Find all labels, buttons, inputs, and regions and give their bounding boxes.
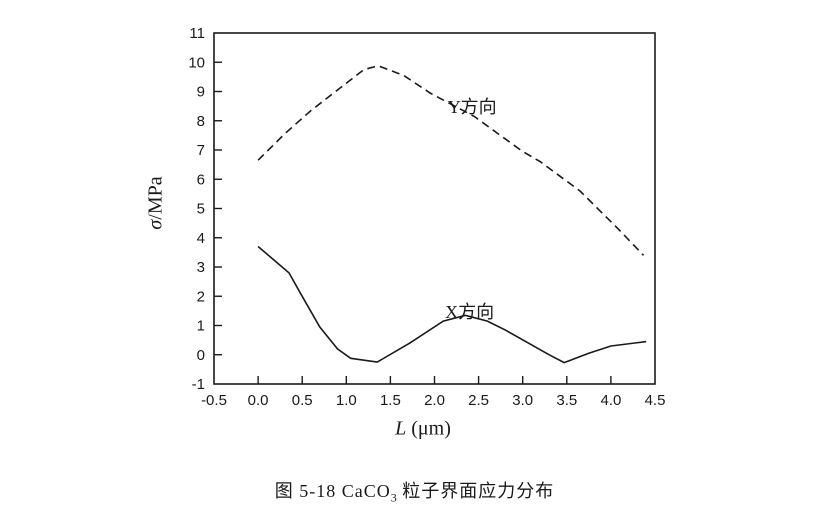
y-tick-label: 11 bbox=[189, 25, 205, 42]
y-tick-label: 1 bbox=[197, 318, 205, 335]
y-tick-label: 8 bbox=[197, 113, 205, 130]
y-tick-label: 9 bbox=[197, 84, 205, 101]
x-tick-label: 2.0 bbox=[424, 392, 445, 409]
y-tick-label: 3 bbox=[197, 259, 205, 276]
x-tick-label: 1.5 bbox=[380, 392, 401, 409]
x-tick-label: 3.5 bbox=[556, 392, 577, 409]
x-tick-label: 4.0 bbox=[600, 392, 621, 409]
series-label-x-direction: X方向 bbox=[445, 302, 494, 322]
x-axis-unit: (μm) bbox=[406, 417, 451, 440]
y-tick-label: 0 bbox=[197, 347, 205, 364]
x-tick-label: 2.5 bbox=[468, 392, 489, 409]
sigma-symbol: σ bbox=[144, 219, 167, 230]
x-tick-label: 4.5 bbox=[645, 392, 666, 409]
x-tick-label: 0.5 bbox=[292, 392, 313, 409]
y-axis-title: σ/MPa bbox=[145, 176, 168, 229]
length-symbol: L bbox=[395, 417, 407, 440]
series-label-y-direction: Y方向 bbox=[448, 97, 497, 117]
x-tick-label: 1.0 bbox=[336, 392, 357, 409]
y-tick-label: 6 bbox=[197, 171, 205, 188]
caption-subscript: 3 bbox=[390, 490, 397, 505]
y-tick-label: 5 bbox=[197, 201, 205, 218]
figure-caption: 图 5-18 CaCO3 粒子界面应力分布 bbox=[0, 477, 829, 506]
x-tick-label: 3.0 bbox=[512, 392, 533, 409]
y-tick-label: 10 bbox=[188, 54, 205, 71]
y-tick-label: 7 bbox=[197, 142, 205, 159]
plot-frame bbox=[213, 32, 656, 385]
x-axis-title: L (μm) bbox=[395, 418, 451, 441]
x-tick-label: 0.0 bbox=[248, 392, 269, 409]
caption-prefix: 图 5-18 CaCO bbox=[274, 481, 391, 501]
y-tick-label: 4 bbox=[197, 230, 205, 247]
series-line-x-direction bbox=[257, 245, 647, 364]
caption-suffix: 粒子界面应力分布 bbox=[396, 481, 555, 501]
x-tick-label: -0.5 bbox=[201, 392, 227, 409]
y-tick-label: 2 bbox=[197, 288, 205, 305]
y-tick-label: -1 bbox=[192, 376, 205, 393]
series-line-y-direction bbox=[257, 64, 645, 256]
y-axis-unit: /MPa bbox=[144, 176, 167, 220]
